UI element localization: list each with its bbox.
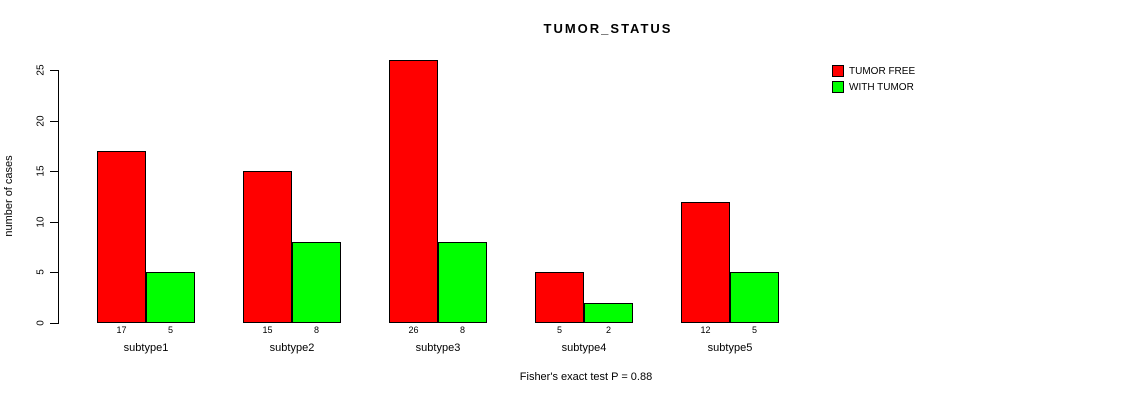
legend-swatch-icon <box>832 81 844 93</box>
chart-title: TUMOR_STATUS <box>543 21 673 36</box>
y-tick-label: 0 <box>35 320 47 326</box>
bar-with-tumor-subtype1 <box>146 272 195 323</box>
y-tick-label: 10 <box>35 216 47 228</box>
y-axis-line <box>58 70 59 324</box>
x-category-label-subtype4: subtype4 <box>561 342 607 354</box>
x-category-label-subtype2: subtype2 <box>269 342 315 354</box>
legend-row: WITH TUMOR <box>832 79 915 95</box>
x-category-label-subtype1: subtype1 <box>123 342 169 354</box>
bar-value-label: 26 <box>408 325 419 335</box>
y-tick-label: 25 <box>35 64 47 76</box>
y-tick-mark <box>50 272 58 274</box>
y-tick-label: 20 <box>35 115 47 127</box>
bar-value-label: 2 <box>605 325 612 335</box>
bar-tumor-free-subtype5 <box>681 201 730 323</box>
bar-value-label: 5 <box>556 325 563 335</box>
bar-value-label: 17 <box>116 325 127 335</box>
y-tick-mark <box>50 70 58 71</box>
bar-with-tumor-subtype2 <box>292 242 341 323</box>
legend: TUMOR FREE WITH TUMOR <box>832 63 915 95</box>
legend-row: TUMOR FREE <box>832 63 915 79</box>
legend-swatch-icon <box>832 65 844 77</box>
legend-label: WITH TUMOR <box>849 81 914 93</box>
bar-value-label: 15 <box>262 325 273 335</box>
y-tick-mark <box>50 221 58 223</box>
legend-label: TUMOR FREE <box>849 65 916 77</box>
bar-with-tumor-subtype5 <box>730 272 779 323</box>
bar-value-label: 8 <box>459 325 466 335</box>
bar-value-label: 5 <box>751 325 758 335</box>
bar-value-label: 8 <box>313 325 320 335</box>
bar-value-label: 5 <box>167 325 174 335</box>
bar-value-label: 12 <box>700 325 711 335</box>
bar-with-tumor-subtype3 <box>438 242 487 323</box>
bar-tumor-free-subtype4 <box>535 272 584 323</box>
caption: Fisher's exact test P = 0.88 <box>519 371 653 383</box>
bar-with-tumor-subtype4 <box>584 302 633 323</box>
y-axis-title: number of cases <box>3 155 15 237</box>
bar-tumor-free-subtype3 <box>389 59 438 323</box>
x-category-label-subtype3: subtype3 <box>415 342 461 354</box>
y-tick-label: 5 <box>35 269 47 276</box>
y-tick-mark <box>50 323 58 324</box>
bar-tumor-free-subtype1 <box>97 150 146 323</box>
bar-tumor-free-subtype2 <box>243 171 292 323</box>
y-tick-mark <box>50 120 58 122</box>
x-category-label-subtype5: subtype5 <box>707 342 753 354</box>
y-tick-mark <box>50 171 58 173</box>
y-tick-label: 15 <box>35 165 47 177</box>
